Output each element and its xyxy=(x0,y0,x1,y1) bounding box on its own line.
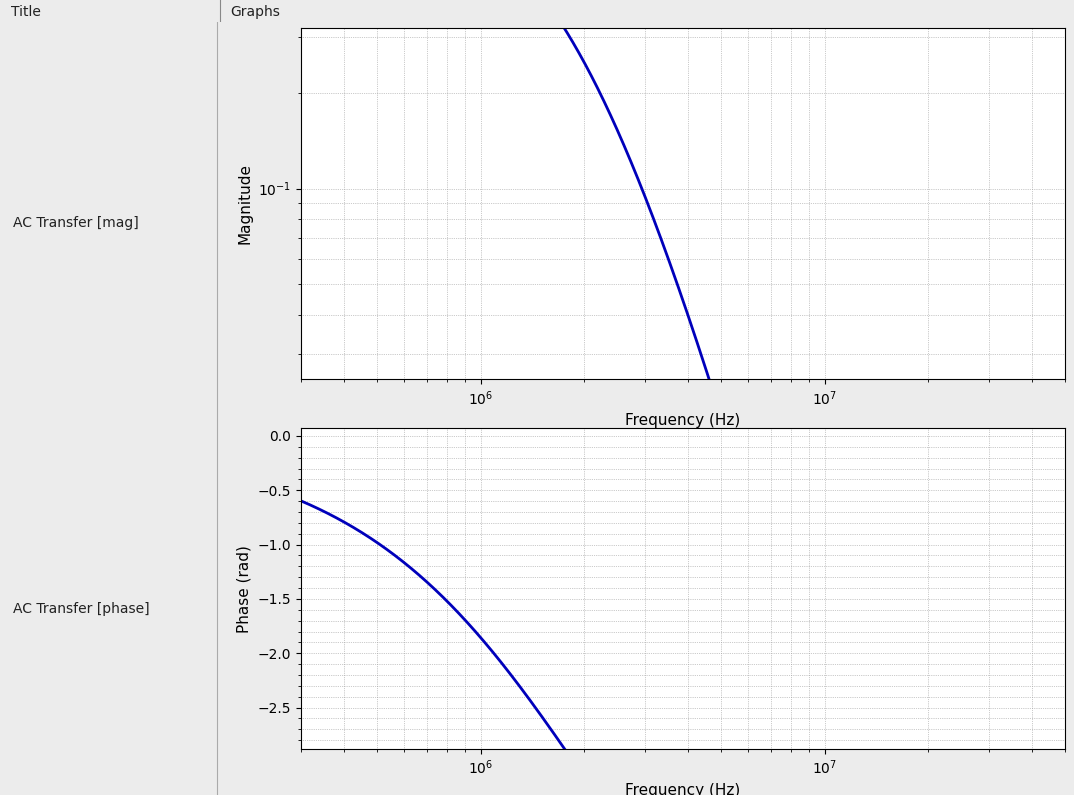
Text: Title: Title xyxy=(11,5,41,19)
Text: Graphs: Graphs xyxy=(231,5,280,19)
Text: AC Transfer [phase]: AC Transfer [phase] xyxy=(13,603,150,616)
X-axis label: Frequency (Hz): Frequency (Hz) xyxy=(625,413,741,429)
X-axis label: Frequency (Hz): Frequency (Hz) xyxy=(625,783,741,795)
Y-axis label: Phase (rad): Phase (rad) xyxy=(236,545,251,633)
Text: AC Transfer [mag]: AC Transfer [mag] xyxy=(13,216,139,230)
Y-axis label: Magnitude: Magnitude xyxy=(237,164,252,244)
